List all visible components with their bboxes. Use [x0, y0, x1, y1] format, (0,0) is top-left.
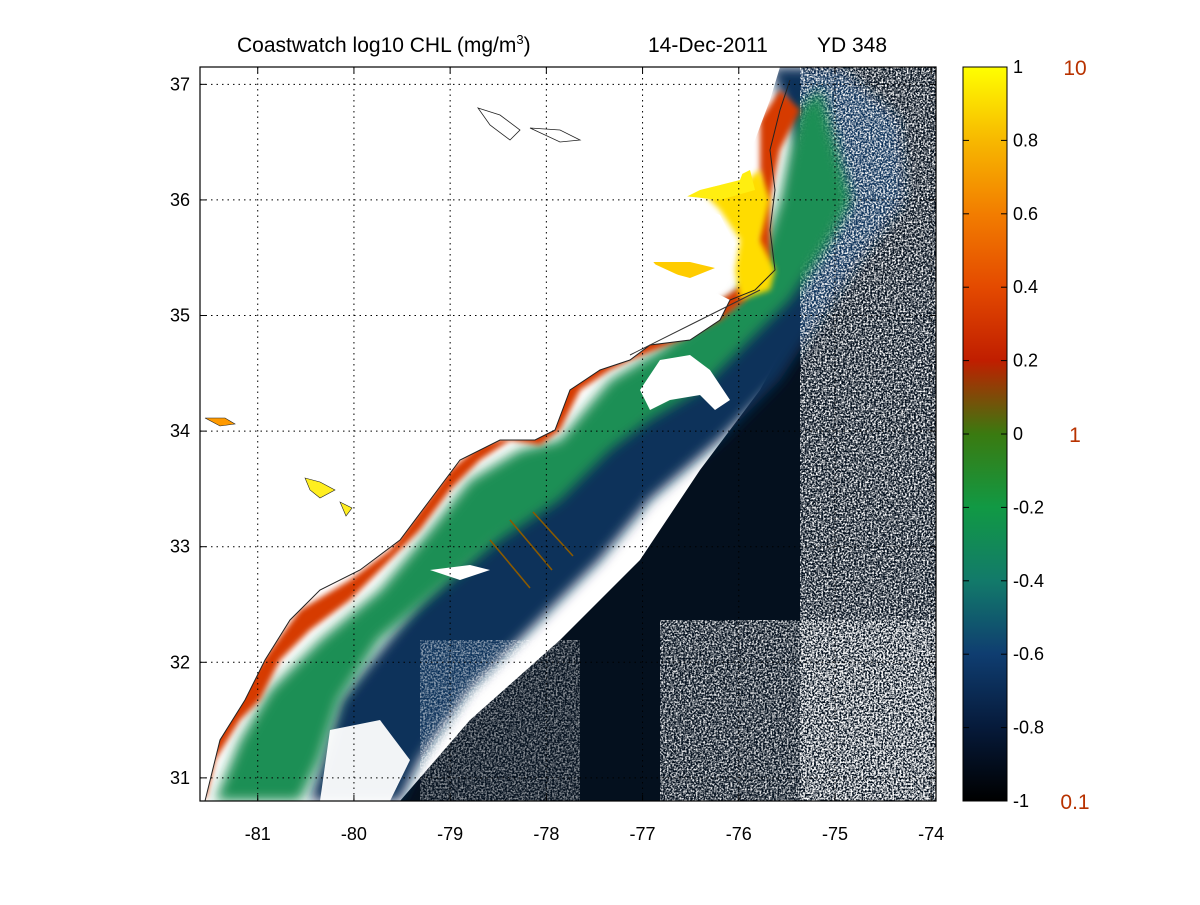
- sound-yellow-west: [650, 258, 715, 278]
- colorbar-tick-label: 0.6: [1013, 204, 1038, 224]
- colorbar-tick-label: 1: [1013, 57, 1023, 77]
- title-close: ): [524, 34, 531, 57]
- title-yearday: YD 348: [817, 34, 887, 57]
- cloud-gap-offshore: [430, 565, 490, 580]
- x-tick-label: -77: [630, 824, 656, 844]
- colorbar-linear-labels: 10 1 0.1: [1060, 57, 1089, 814]
- y-tick-label: 36: [170, 190, 190, 210]
- x-tick-label: -81: [245, 824, 271, 844]
- inland-small-lake: [204, 417, 236, 427]
- x-axis: -81 -80 -79 -78 -77 -76 -75 -74: [245, 67, 944, 844]
- colorbar-tick-label: 0.4: [1013, 277, 1038, 297]
- inland-lake-yellow: [304, 477, 353, 517]
- y-tick-label: 31: [170, 768, 190, 788]
- y-axis: 37 36 35 34 33 32 31: [170, 74, 936, 788]
- x-tick-label: -80: [341, 824, 367, 844]
- coastal-red-band: [200, 90, 800, 801]
- pamlico-sound-yellow: [700, 170, 775, 300]
- inland-lake-outline: [476, 107, 582, 143]
- cloud-gap-south: [320, 720, 410, 801]
- y-tick-label: 35: [170, 306, 190, 326]
- colorbar-tick-label: -0.8: [1013, 718, 1044, 738]
- colorbar-tick-label: 0.2: [1013, 351, 1038, 371]
- land-mainland: [200, 67, 780, 801]
- transect-lines: [489, 511, 574, 589]
- colorbar-linear-label: 0.1: [1060, 791, 1089, 814]
- colorbar-tick-label: -1: [1013, 791, 1029, 811]
- map-grid: [200, 67, 936, 801]
- x-tick-label: -75: [822, 824, 848, 844]
- x-tick-label: -79: [437, 824, 463, 844]
- shelf-green-region: [215, 90, 850, 801]
- y-tick-label: 33: [170, 537, 190, 557]
- title-main: Coastwatch log10 CHL (mg/m: [237, 34, 516, 57]
- colorbar-linear-label: 10: [1063, 57, 1086, 80]
- colorbar-gradient: [962, 66, 1008, 802]
- colorbar-tick-label: -0.4: [1013, 571, 1044, 591]
- y-tick-label: 32: [170, 652, 190, 672]
- colorbar-ticks: 1 0.8 0.6 0.4 0.2 0 -0.2 -0.4 -0.6 -0.8 -1: [963, 57, 1044, 811]
- colorbar-linear-label: 1: [1069, 424, 1081, 447]
- colorbar: 1 0.8 0.6 0.4 0.2 0 -0.2 -0.4 -0.6 -0.8 -1 10 1 0.1: [962, 57, 1090, 814]
- map-frame: [199, 66, 937, 802]
- x-tick-label: -76: [726, 824, 752, 844]
- figure-title: Coastwatch log10 CHL (mg/m3) 14-Dec-2011…: [237, 32, 887, 57]
- map-panel: [200, 67, 936, 801]
- colorbar-tick-label: -0.2: [1013, 497, 1044, 517]
- barrier-island-line: [629, 289, 761, 356]
- land-cape-lookout: [640, 355, 730, 410]
- title-superscript: 3: [516, 32, 523, 47]
- colorbar-tick-label: -0.6: [1013, 644, 1044, 664]
- svg-text:Coastwatch log10 CHL (mg/m3): Coastwatch log10 CHL (mg/m3): [237, 32, 531, 57]
- colorbar-tick-label: 0: [1013, 424, 1023, 444]
- coastline: [204, 79, 791, 801]
- x-tick-label: -78: [533, 824, 559, 844]
- title-date: 14-Dec-2011: [648, 34, 768, 57]
- y-tick-label: 37: [170, 74, 190, 94]
- colorbar-tick-label: 0.8: [1013, 130, 1038, 150]
- y-tick-label: 34: [170, 421, 190, 441]
- x-tick-label: -74: [918, 824, 944, 844]
